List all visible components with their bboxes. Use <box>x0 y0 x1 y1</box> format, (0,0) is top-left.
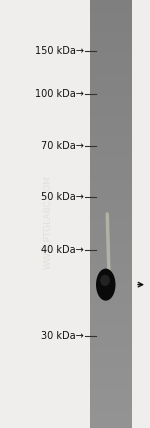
Text: 70 kDa→: 70 kDa→ <box>41 140 84 151</box>
Text: 30 kDa→: 30 kDa→ <box>41 331 84 341</box>
Text: 50 kDa→: 50 kDa→ <box>41 192 84 202</box>
Text: 100 kDa→: 100 kDa→ <box>35 89 84 99</box>
Ellipse shape <box>96 269 116 301</box>
Text: 150 kDa→: 150 kDa→ <box>35 46 84 56</box>
Ellipse shape <box>100 275 110 286</box>
Text: 40 kDa→: 40 kDa→ <box>41 245 84 256</box>
Text: WWW.PTGLABC.COM: WWW.PTGLABC.COM <box>44 175 52 270</box>
